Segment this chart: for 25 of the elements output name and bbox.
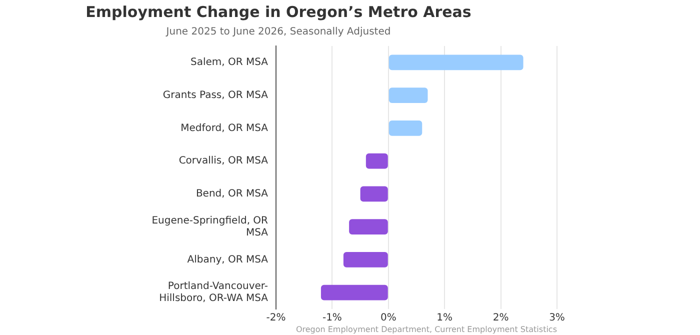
- x-tick-label: -1%: [322, 312, 342, 324]
- y-tick-label: Albany, OR MSA: [187, 254, 268, 266]
- y-tick-label: Salem, OR MSA: [190, 57, 268, 68]
- y-tick-label: Portland-Vancouver-Hillsboro, OR-WA MSA: [159, 281, 268, 304]
- bar: [349, 219, 388, 235]
- x-tick-label: -2%: [266, 312, 286, 324]
- y-tick-label: Bend, OR MSA: [196, 188, 268, 200]
- bar: [388, 54, 524, 70]
- y-tick-label: Grants Pass, OR MSA: [162, 90, 268, 101]
- x-tick-label: 3%: [549, 312, 565, 324]
- y-tick-label: Corvallis, OR MSA: [178, 156, 268, 167]
- bar: [388, 120, 422, 136]
- x-tick-label: 0%: [380, 312, 396, 324]
- x-tick-label: 1%: [436, 312, 453, 324]
- y-tick-label: Eugene-Springfield, OR MSA: [152, 215, 268, 238]
- chart-title: Employment Change in Oregon’s Metro Areas: [86, 2, 472, 21]
- y-tick-label: Medford, OR MSA: [180, 122, 268, 134]
- bar: [360, 186, 388, 202]
- bar: [343, 252, 388, 268]
- bar: [388, 88, 428, 104]
- bar: [320, 284, 388, 300]
- chart-subtitle: June 2025 to June 2026, Seasonally Adjusted: [165, 26, 391, 38]
- text: Oregon Employment Department, Current Employment Statistics: [296, 325, 557, 334]
- bar: [366, 153, 388, 169]
- x-tick-label: 2%: [492, 312, 509, 324]
